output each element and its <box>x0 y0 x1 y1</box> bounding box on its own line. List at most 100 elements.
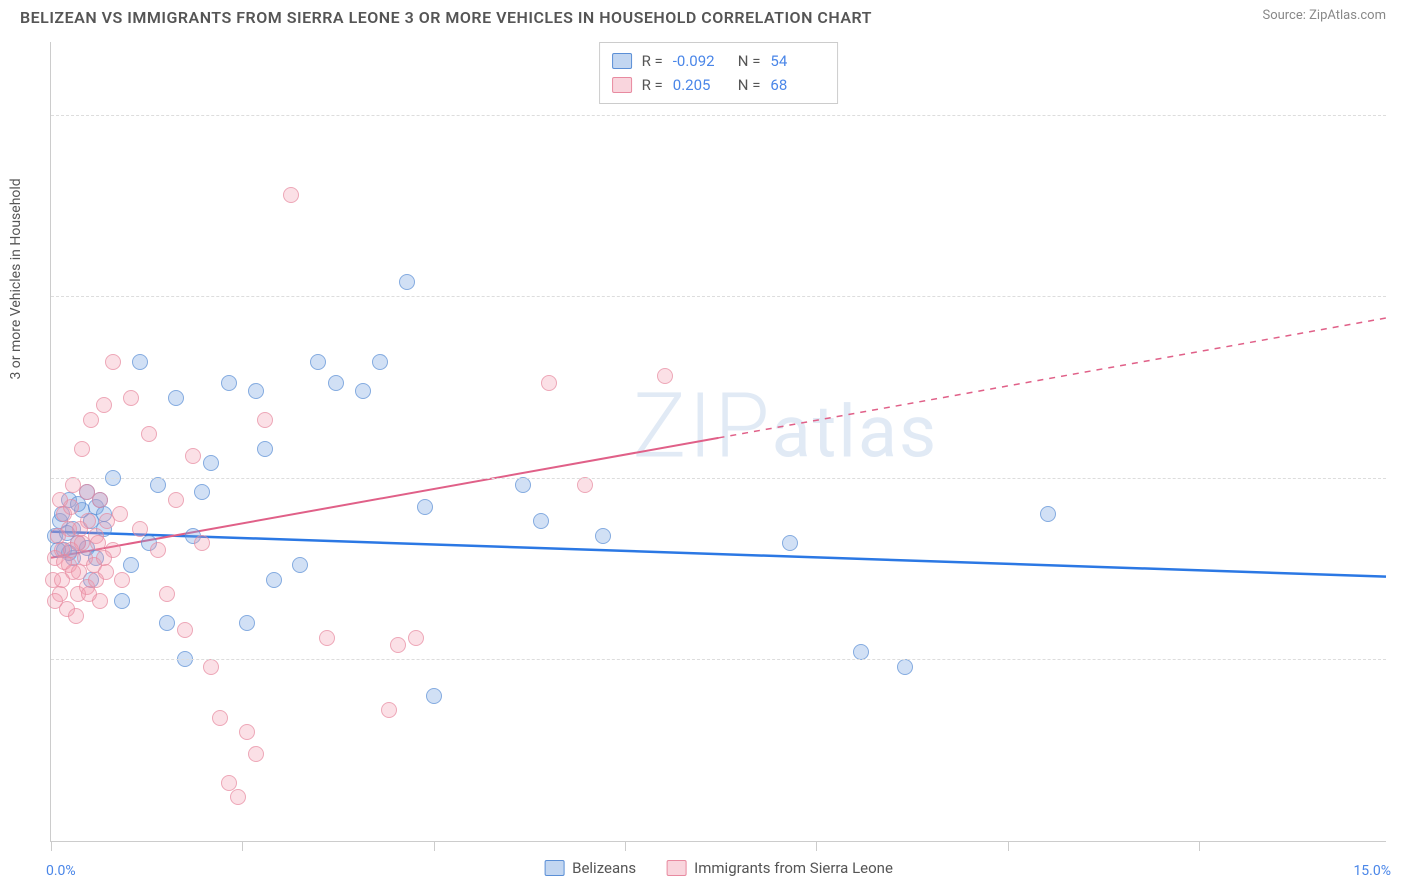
stats-row-sierra-leone: R = 0.205 N = 68 <box>612 73 826 97</box>
chart-source: Source: ZipAtlas.com <box>1262 8 1386 23</box>
data-point <box>515 477 531 493</box>
chart-title: BELIZEAN VS IMMIGRANTS FROM SIERRA LEONE… <box>20 8 872 27</box>
data-point <box>239 615 255 631</box>
data-point <box>141 426 157 442</box>
r-label: R = <box>642 49 663 73</box>
stats-row-belizeans: R = -0.092 N = 54 <box>612 49 826 73</box>
r-value: -0.092 <box>673 49 728 73</box>
data-point <box>194 535 210 551</box>
data-point <box>47 593 63 609</box>
data-point <box>381 702 397 718</box>
data-point <box>257 441 273 457</box>
x-axis-min-label: 0.0% <box>46 863 76 879</box>
gridline <box>51 115 1386 116</box>
data-point <box>248 383 264 399</box>
data-point <box>577 477 593 493</box>
data-point <box>541 375 557 391</box>
data-point <box>328 375 344 391</box>
data-point <box>399 274 415 290</box>
data-point <box>417 499 433 515</box>
data-point <box>319 630 335 646</box>
correlation-stats-box: R = -0.092 N = 54 R = 0.205 N = 68 <box>599 42 839 104</box>
gridline <box>51 659 1386 660</box>
n-label: N = <box>738 49 761 73</box>
y-tick-label: 25.0% <box>1391 470 1406 486</box>
legend-swatch <box>666 860 686 876</box>
data-point <box>114 593 130 609</box>
swatch-sierra-leone <box>612 77 632 93</box>
x-tick <box>1199 841 1200 851</box>
data-point <box>230 789 246 805</box>
data-point <box>54 572 70 588</box>
data-point <box>96 550 112 566</box>
data-point <box>150 477 166 493</box>
data-point <box>96 397 112 413</box>
data-point <box>74 441 90 457</box>
legend-label: Immigrants from Sierra Leone <box>694 859 893 877</box>
n-value: 68 <box>770 73 825 97</box>
data-point <box>292 557 308 573</box>
y-tick-label: 12.5% <box>1391 651 1406 667</box>
data-point <box>90 535 106 551</box>
data-point <box>99 513 115 529</box>
x-axis-max-label: 15.0% <box>1353 863 1391 879</box>
data-point <box>212 710 228 726</box>
data-point <box>68 608 84 624</box>
r-value: 0.205 <box>673 73 728 97</box>
data-point <box>372 354 388 370</box>
data-point <box>123 390 139 406</box>
data-point <box>1040 506 1056 522</box>
data-point <box>533 513 549 529</box>
x-tick <box>242 841 243 851</box>
data-point <box>203 455 219 471</box>
n-label: N = <box>738 73 761 97</box>
y-tick-label: 37.5% <box>1391 288 1406 304</box>
data-point <box>782 535 798 551</box>
data-point <box>132 354 148 370</box>
y-tick-label: 50.0% <box>1391 107 1406 123</box>
gridline <box>51 296 1386 297</box>
data-point <box>79 484 95 500</box>
gridline <box>51 478 1386 479</box>
data-point <box>426 688 442 704</box>
legend-item-sierra-leone: Immigrants from Sierra Leone <box>666 859 893 877</box>
x-tick <box>434 841 435 851</box>
data-point <box>177 622 193 638</box>
data-point <box>185 448 201 464</box>
legend-item-belizeans: Belizeans <box>544 859 636 877</box>
bottom-legend: Belizeans Immigrants from Sierra Leone <box>544 859 893 877</box>
data-point <box>257 412 273 428</box>
data-point <box>159 615 175 631</box>
x-tick <box>816 841 817 851</box>
data-point <box>310 354 326 370</box>
data-point <box>355 383 371 399</box>
scatter-points-layer <box>51 42 1386 841</box>
data-point <box>897 659 913 675</box>
data-point <box>132 521 148 537</box>
data-point <box>853 644 869 660</box>
chart-header: BELIZEAN VS IMMIGRANTS FROM SIERRA LEONE… <box>0 0 1406 31</box>
x-tick <box>51 841 52 851</box>
correlation-scatter-chart: 3 or more Vehicles in Household ZIPatlas… <box>50 42 1386 842</box>
r-label: R = <box>642 73 663 97</box>
data-point <box>168 492 184 508</box>
data-point <box>168 390 184 406</box>
data-point <box>105 354 121 370</box>
data-point <box>239 724 255 740</box>
data-point <box>657 368 673 384</box>
data-point <box>408 630 424 646</box>
data-point <box>123 557 139 573</box>
data-point <box>194 484 210 500</box>
data-point <box>81 586 97 602</box>
swatch-belizeans <box>612 53 632 69</box>
x-tick <box>1008 841 1009 851</box>
data-point <box>72 521 88 537</box>
data-point <box>266 572 282 588</box>
data-point <box>63 542 79 558</box>
data-point <box>595 528 611 544</box>
data-point <box>159 586 175 602</box>
data-point <box>114 572 130 588</box>
legend-swatch <box>544 860 564 876</box>
data-point <box>221 375 237 391</box>
data-point <box>221 775 237 791</box>
